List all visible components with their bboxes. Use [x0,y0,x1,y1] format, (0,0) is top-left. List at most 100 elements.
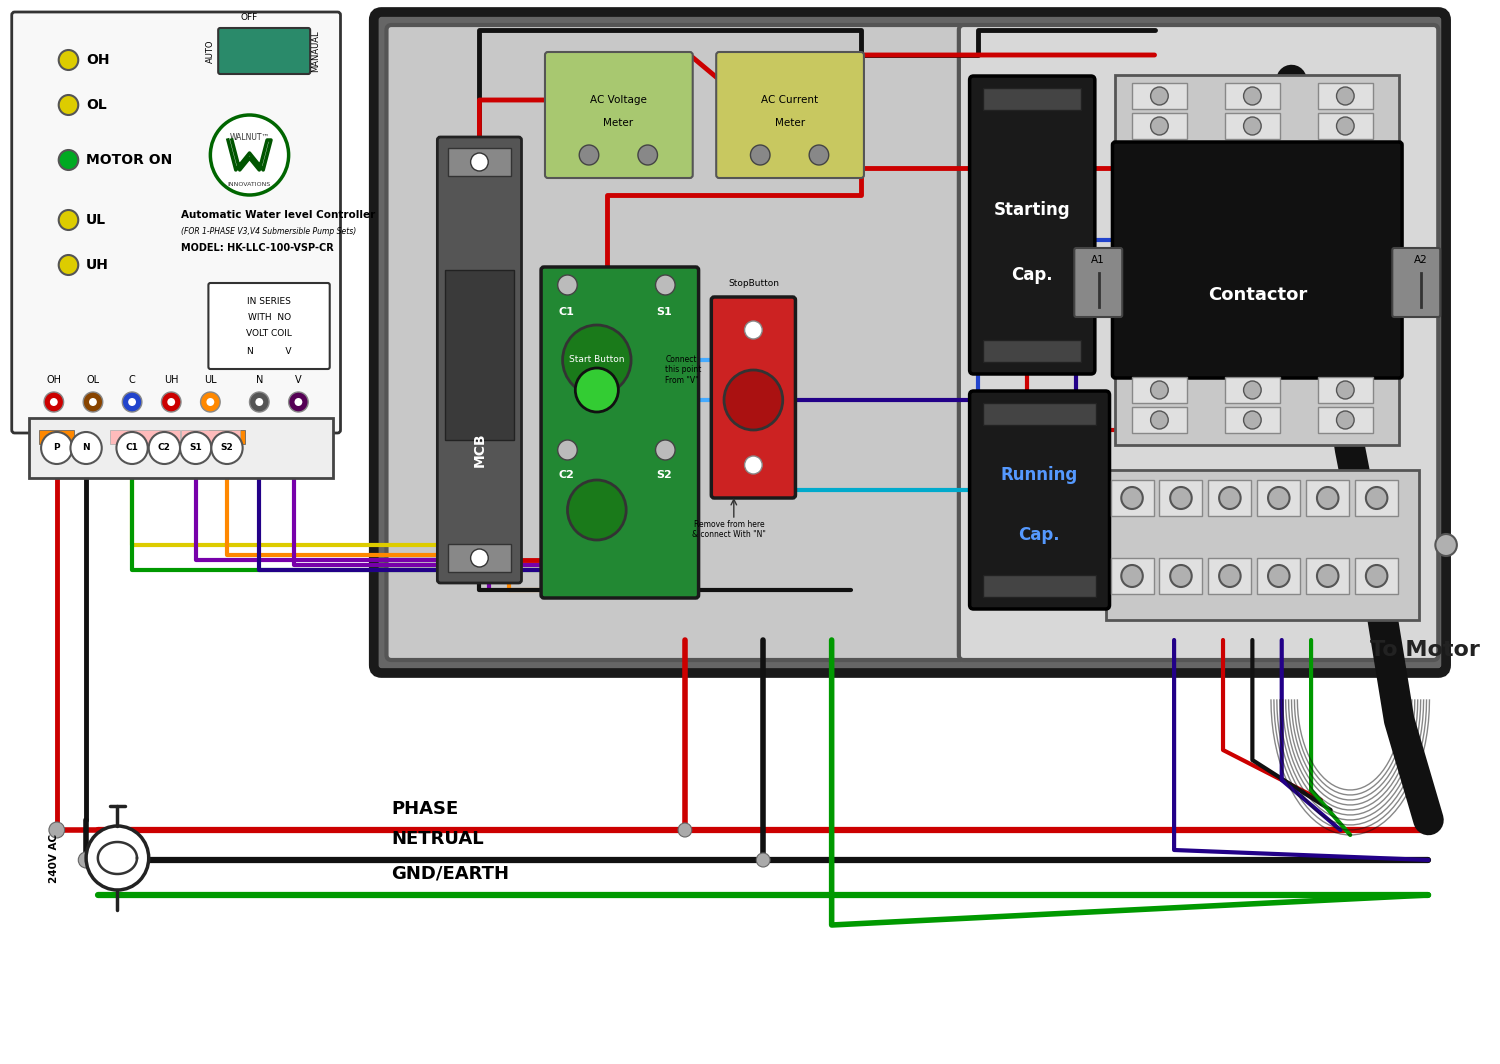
FancyBboxPatch shape [1113,142,1402,378]
Circle shape [44,392,63,412]
Circle shape [1220,487,1240,509]
Circle shape [70,432,102,464]
Bar [1306,480,1348,516]
Text: C1: C1 [126,444,138,452]
Text: AC Current: AC Current [760,95,818,105]
Circle shape [58,255,78,275]
Circle shape [210,115,288,195]
FancyBboxPatch shape [716,52,864,178]
Bar [1132,113,1186,139]
Bar [1226,377,1280,403]
Bar [210,430,244,444]
Bar [1354,558,1398,594]
Circle shape [1150,117,1168,135]
Text: Meter: Meter [603,118,633,128]
Text: OFF: OFF [242,13,258,22]
Circle shape [50,822,64,838]
Text: OL: OL [86,98,106,112]
Bar [1318,408,1372,433]
FancyBboxPatch shape [12,12,340,433]
Text: V: V [296,375,302,385]
Text: OL: OL [87,375,99,385]
Circle shape [1436,534,1456,556]
Circle shape [1336,87,1354,105]
Circle shape [211,432,243,464]
Circle shape [744,321,762,339]
FancyBboxPatch shape [209,283,330,369]
FancyBboxPatch shape [544,52,693,178]
Text: S1: S1 [657,307,672,317]
Circle shape [750,145,770,165]
Circle shape [471,153,488,171]
Circle shape [808,145,828,165]
Bar [1132,408,1186,433]
Text: Cap.: Cap. [1019,526,1060,544]
Bar [110,430,180,444]
Circle shape [128,398,136,406]
Text: Connect
this point
From "V": Connect this point From "V" [666,355,702,385]
Bar [1209,480,1251,516]
Text: UL: UL [86,213,106,227]
Text: INNOVATIONS: INNOVATIONS [228,183,272,187]
Circle shape [1122,487,1143,509]
Circle shape [88,398,98,406]
Text: MANAUAL: MANAUAL [310,30,320,71]
Bar [984,340,1082,362]
Circle shape [558,275,578,295]
FancyBboxPatch shape [542,267,699,598]
Text: UH: UH [164,375,178,385]
Text: 240V AC: 240V AC [50,833,58,882]
Circle shape [117,432,147,464]
Text: N: N [82,444,90,452]
Circle shape [576,368,618,412]
FancyBboxPatch shape [969,390,1110,609]
Bar [1209,558,1251,594]
Bar [446,270,513,440]
Bar [39,430,75,444]
Circle shape [294,398,303,406]
Circle shape [1244,411,1262,429]
Text: WITH  NO: WITH NO [248,314,291,322]
Bar [1318,83,1372,109]
Text: S1: S1 [189,444,202,452]
Text: N           V: N V [248,348,291,356]
Text: To Motor: To Motor [1370,641,1479,660]
FancyBboxPatch shape [438,137,522,583]
Bar [984,88,1082,110]
FancyBboxPatch shape [374,12,1446,674]
Text: S2: S2 [220,444,234,452]
Bar [1306,558,1348,594]
Circle shape [1150,87,1168,105]
Circle shape [1220,565,1240,587]
Circle shape [168,398,176,406]
Circle shape [678,822,692,837]
Text: OH: OH [46,375,62,385]
Circle shape [1170,565,1191,587]
Text: Cap.: Cap. [1011,266,1053,284]
Bar [984,403,1096,425]
Text: AC Voltage: AC Voltage [590,95,646,105]
Text: MCB: MCB [472,433,486,467]
Circle shape [207,398,214,406]
Circle shape [58,95,78,115]
Circle shape [579,145,598,165]
Text: UL: UL [204,375,216,385]
Circle shape [1244,117,1262,135]
Bar [984,575,1096,597]
Circle shape [50,398,57,406]
Bar [1226,113,1280,139]
Circle shape [558,440,578,460]
FancyBboxPatch shape [217,28,310,74]
Circle shape [1268,487,1290,509]
Circle shape [148,432,180,464]
Bar [1318,377,1372,403]
FancyBboxPatch shape [387,24,963,660]
Bar [1106,470,1419,620]
Bar [1318,113,1372,139]
Text: A2: A2 [1414,255,1428,265]
Bar [1132,377,1186,403]
Circle shape [58,150,78,170]
Text: N: N [255,375,262,385]
Circle shape [1317,487,1338,509]
Circle shape [1122,565,1143,587]
